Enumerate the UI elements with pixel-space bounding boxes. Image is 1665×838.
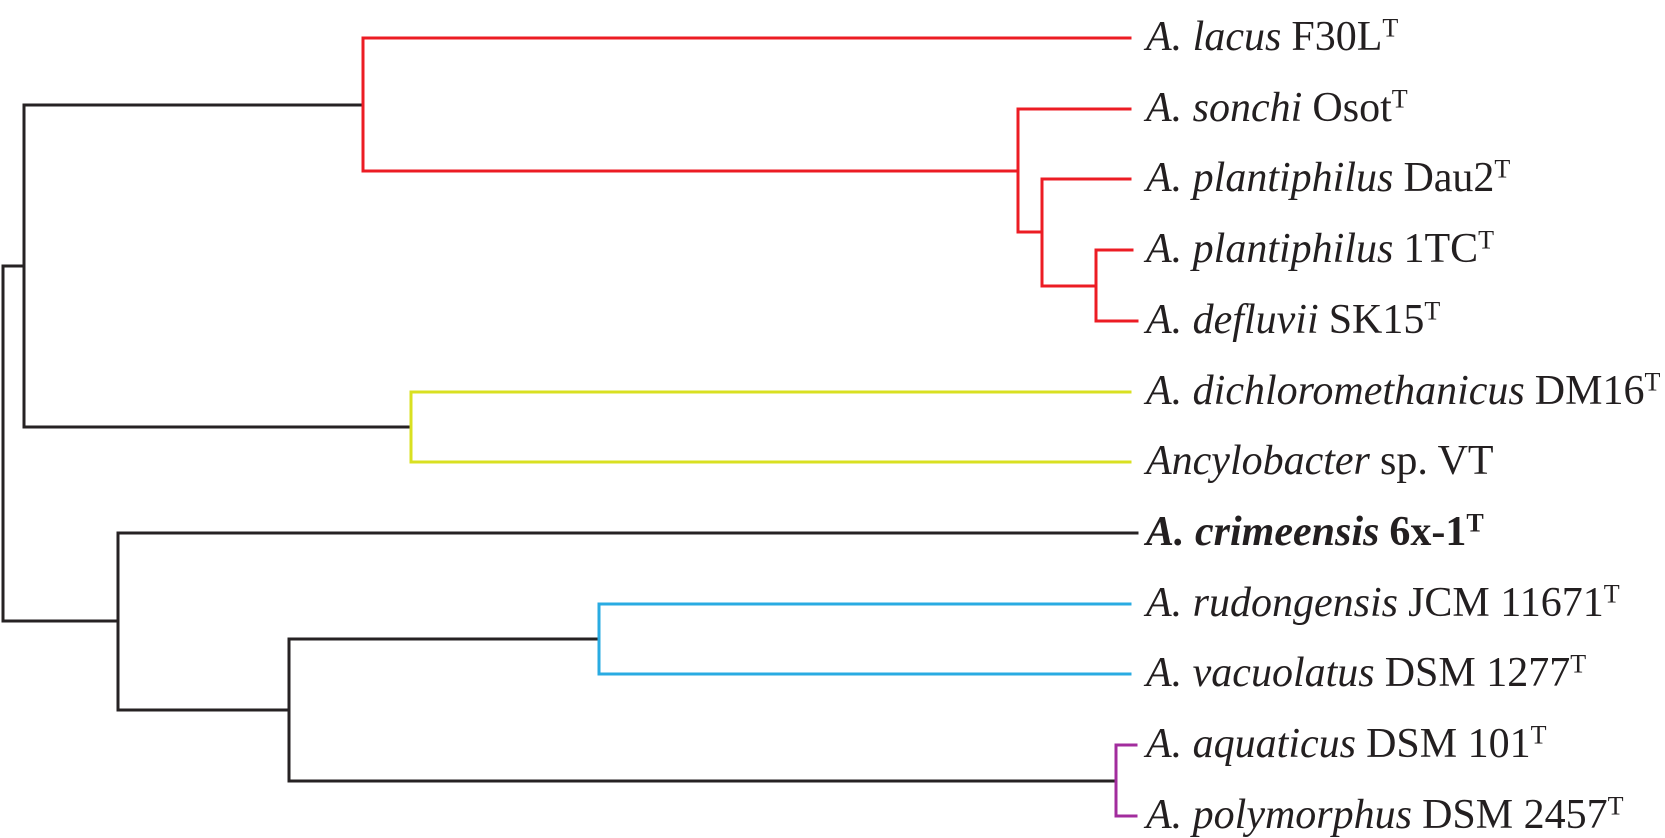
type-strain-superscript: T <box>1382 13 1399 43</box>
species-name: A. polymorphus <box>1146 792 1412 838</box>
strain-designation: DSM 1277 <box>1384 650 1571 697</box>
species-name: A. rudongensis <box>1146 580 1398 627</box>
species-name: A. lacus <box>1146 14 1282 61</box>
taxon-label-aquaticus: A. aquaticus DSM 101T <box>1146 720 1547 768</box>
type-strain-superscript: T <box>1478 225 1495 255</box>
taxon-label-dichloromethanicus: A. dichloromethanicus DM16T <box>1146 367 1661 415</box>
type-strain-superscript: T <box>1466 508 1484 538</box>
taxon-label-sonchi: A. sonchi OsotT <box>1146 84 1408 132</box>
strain-designation: F30L <box>1291 14 1383 61</box>
type-strain-superscript: T <box>1644 367 1661 397</box>
type-strain-superscript: T <box>1570 649 1587 679</box>
taxon-label-defluvii: A. defluvii SK15T <box>1146 296 1441 344</box>
species-name: A. vacuolatus <box>1146 650 1375 697</box>
type-strain-superscript: T <box>1603 579 1620 609</box>
taxon-label-plantiphilus-1tc: A. plantiphilus 1TCT <box>1146 225 1495 273</box>
taxon-label-vacuolatus: A. vacuolatus DSM 1277T <box>1146 649 1587 697</box>
type-strain-superscript: T <box>1607 791 1624 821</box>
taxon-label-polymorphus: A. polymorphus DSM 2457T <box>1146 791 1624 838</box>
species-name: A. plantiphilus <box>1146 226 1394 273</box>
strain-designation: DSM 101 <box>1366 721 1531 768</box>
species-name: A. aquaticus <box>1146 721 1356 768</box>
species-name: A. defluvii <box>1146 297 1319 344</box>
taxon-label-crimeensis: A. crimeensis 6x-1T <box>1146 508 1484 556</box>
taxon-label-lacus: A. lacus F30LT <box>1146 13 1399 61</box>
type-strain-superscript: T <box>1494 154 1511 184</box>
strain-designation: 6x-1 <box>1389 509 1467 556</box>
species-name: Ancylobacter <box>1146 438 1370 485</box>
species-name: A. dichloromethanicus <box>1146 368 1525 415</box>
strain-designation: DM16 <box>1534 368 1645 415</box>
taxon-label-plantiphilus-dau2: A. plantiphilus Dau2T <box>1146 154 1511 202</box>
type-strain-superscript: T <box>1530 720 1547 750</box>
species-name: A. crimeensis <box>1146 509 1380 556</box>
strain-designation: Dau2 <box>1403 155 1495 202</box>
strain-designation: SK15 <box>1328 297 1425 344</box>
strain-designation: sp. VT <box>1379 438 1494 485</box>
species-name: A. sonchi <box>1146 85 1303 132</box>
strain-designation: JCM 11671 <box>1408 580 1604 627</box>
taxon-label-rudongensis: A. rudongensis JCM 11671T <box>1146 579 1620 627</box>
strain-designation: 1TC <box>1403 226 1479 273</box>
species-name: A. plantiphilus <box>1146 155 1394 202</box>
strain-designation: Osot <box>1312 85 1392 132</box>
type-strain-superscript: T <box>1391 84 1408 114</box>
taxon-label-ancylobacter-vt: Ancylobacter sp. VT <box>1146 440 1494 482</box>
strain-designation: DSM 2457 <box>1422 792 1608 838</box>
type-strain-superscript: T <box>1424 296 1441 326</box>
